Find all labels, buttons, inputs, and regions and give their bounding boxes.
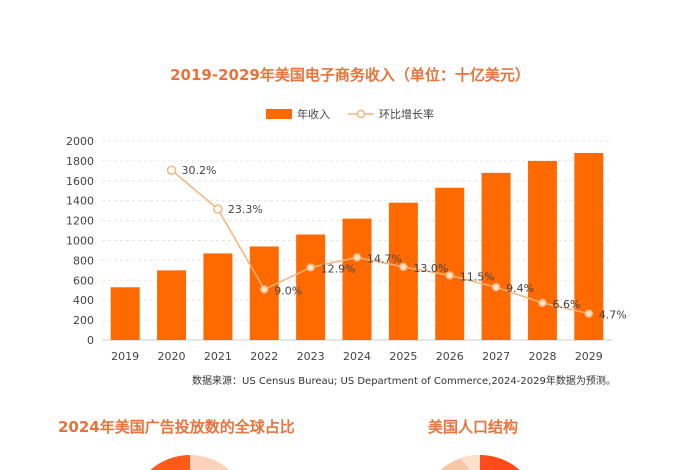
y-tick-label: 1800 [66, 155, 94, 168]
y-tick-label: 400 [73, 294, 94, 307]
bar [574, 152, 604, 340]
growth-label: 4.7% [599, 309, 627, 322]
x-tick-label: 2024 [343, 350, 371, 363]
legend-item-line: 环比增长率 [348, 106, 434, 122]
x-tick-label: 2025 [389, 350, 417, 363]
growth-point [306, 263, 315, 272]
x-tick-label: 2022 [250, 350, 278, 363]
source-note: 数据来源：US Census Bureau; US Department of … [192, 376, 616, 387]
growth-point [491, 282, 501, 292]
growth-label: 9.0% [274, 284, 302, 297]
y-tick-label: 1000 [66, 235, 94, 248]
x-tick-label: 2028 [528, 350, 556, 363]
growth-label: 9.4% [506, 282, 534, 295]
legend-item-bar: 年收入 [266, 106, 330, 122]
bar [110, 287, 140, 340]
x-tick-label: 2023 [297, 350, 325, 363]
growth-line [171, 169, 589, 315]
legend-label: 年收入 [297, 108, 330, 121]
growth-label: 30.2% [182, 164, 217, 177]
legend-label: 环比增长率 [379, 108, 434, 121]
y-tick-label: 800 [73, 254, 94, 267]
chart-svg: 0 200 400 600 800 1000 1200 1400 1600 1800 2000 201… [66, 135, 627, 363]
bar [435, 187, 465, 340]
growth-point [166, 165, 177, 175]
population-title: 美国人口结构 [428, 418, 519, 436]
x-tick-label: 2021 [204, 350, 232, 363]
growth-label: 14.7% [367, 252, 402, 265]
y-tick-label: 2000 [66, 135, 94, 148]
x-tick-label: 2027 [482, 350, 510, 363]
growth-label: 12.9% [321, 262, 356, 275]
bar [481, 172, 511, 340]
bar [342, 218, 372, 340]
line-swatch [348, 109, 374, 119]
y-tick-label: 600 [73, 274, 94, 287]
x-tick-label: 2019 [111, 350, 139, 363]
bar [527, 160, 557, 340]
growth-label: 23.3% [228, 203, 263, 216]
bar [388, 202, 418, 340]
growth-label: 11.5% [460, 270, 495, 283]
growth-point [445, 271, 454, 280]
x-tick-label: 2029 [575, 350, 603, 363]
y-tick-label: 0 [87, 334, 94, 347]
bar [157, 270, 187, 340]
ad-share-title: 2024年美国广告投放数的全球占比 [58, 418, 295, 436]
growth-label: 13.0% [413, 262, 448, 275]
y-tick-label: 200 [73, 314, 94, 327]
growth-point [352, 253, 362, 262]
legend: 年收入 环比增长率 [0, 106, 700, 122]
x-tick-label: 2020 [158, 350, 186, 363]
y-tick-label: 1600 [66, 175, 94, 188]
bar [296, 234, 326, 340]
pie-right-slice [460, 454, 480, 470]
growth-point [260, 285, 269, 294]
bar [203, 253, 233, 340]
y-tick-label: 1400 [66, 195, 94, 208]
pie-left-slice [150, 455, 190, 470]
x-tick-label: 2026 [436, 350, 464, 363]
growth-point [399, 262, 408, 272]
pie-right-slice [480, 455, 520, 470]
growth-point [213, 204, 223, 214]
chart-title: 2019-2029年美国电子商务收入（单位：十亿美元） [170, 66, 530, 84]
y-tick-label: 1200 [66, 215, 94, 228]
growth-label: 6.6% [552, 298, 580, 311]
growth-point [584, 309, 594, 318]
growth-point [538, 298, 547, 308]
bar-swatch [266, 109, 292, 119]
